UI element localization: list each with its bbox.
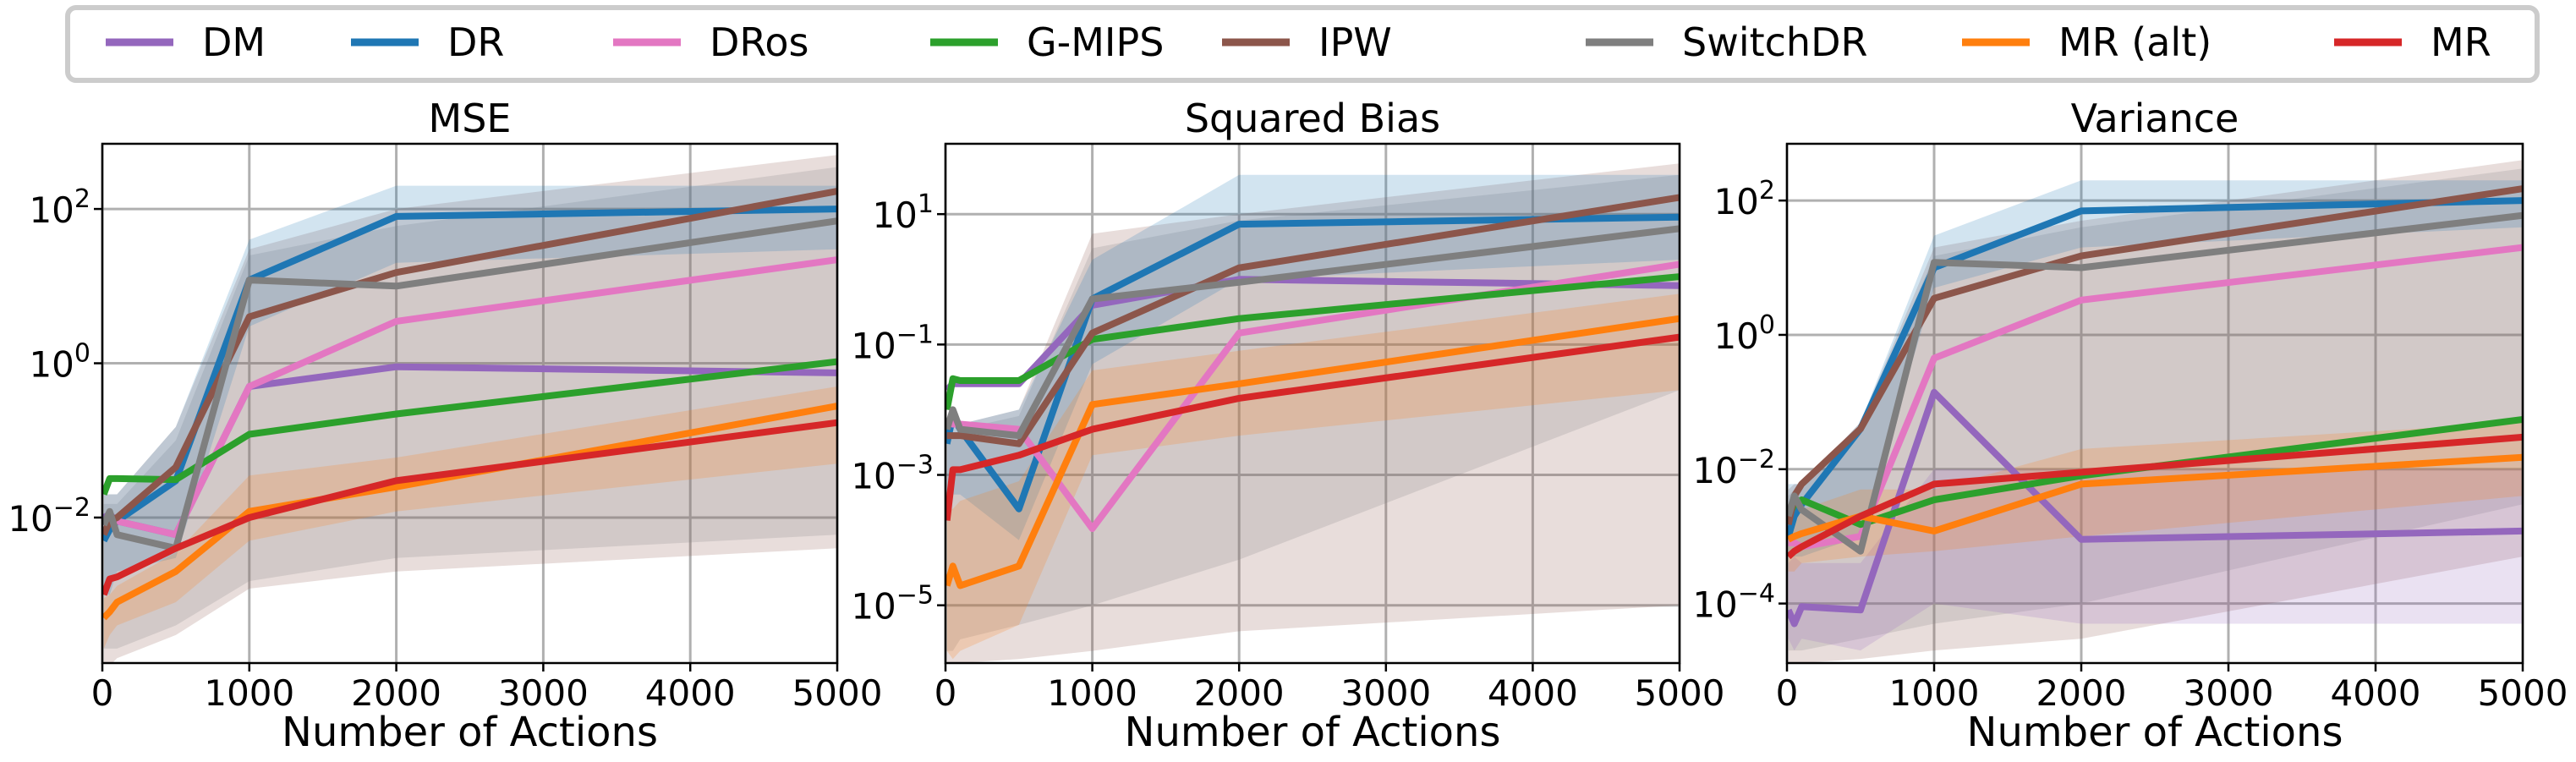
x-axis-label: Number of Actions (1967, 709, 2343, 756)
x-tick-label: 3000 (498, 672, 589, 714)
confidence-band (1788, 469, 2523, 651)
x-tick-label: 2000 (1194, 672, 1285, 714)
legend-label-g-mips: G-MIPS (1027, 19, 1164, 65)
x-tick-label: 2000 (2036, 672, 2127, 714)
series-line-mr (1787, 433, 2523, 560)
y-tick-label: 10−2 (1692, 445, 1775, 491)
x-tick-label: 0 (1776, 672, 1799, 714)
legend: DM DR DRos G-MIPS IPW SwitchDR MR (alt) MR (65, 5, 2540, 83)
x-tick-label: 4000 (1488, 672, 1578, 714)
confidence-band (946, 293, 1680, 660)
x-axis-label: Number of Actions (1125, 709, 1501, 756)
series-line-dm (1787, 388, 2523, 628)
x-tick-label: 4000 (645, 672, 736, 714)
y-tick-label: 100 (29, 339, 90, 386)
x-tick-label: 5000 (2478, 672, 2568, 714)
x-tick-label: 3000 (1340, 672, 1431, 714)
panel-variance: 0 1000 2000 3000 4000 5000 10−4 10−2 100 102 Varia… (1692, 96, 2568, 756)
panel-title: MSE (429, 96, 512, 141)
series-line-ipw (946, 194, 1680, 447)
x-tick-label: 5000 (792, 672, 883, 714)
x-axis-label: Number of Actions (282, 709, 658, 756)
series-line-mr-alt (102, 403, 837, 621)
series-line-dros (1788, 244, 2523, 551)
axes-frame (1785, 142, 2524, 665)
axes-frame (944, 142, 1681, 665)
x-tick-label: 0 (934, 672, 957, 714)
plot-area (945, 163, 1680, 663)
panel-title: Squared Bias (1185, 96, 1440, 141)
series-line-mr (102, 419, 837, 596)
series-line-g-mips (945, 273, 1680, 411)
x-tick-label: 0 (91, 672, 114, 714)
y-tick-label: 102 (29, 184, 90, 231)
legend-label-dros: DRos (710, 19, 808, 65)
panel-mse: 0 1000 2000 3000 4000 5000 10−2 100 102 MSE Number… (8, 96, 882, 756)
confidence-band (103, 386, 837, 649)
x-tick-label: 1000 (1889, 672, 1980, 714)
legend-label-ipw: IPW (1318, 19, 1392, 65)
x-tick-label: 1000 (1047, 672, 1137, 714)
confidence-band (946, 163, 1680, 663)
x-tick-label: 4000 (2331, 672, 2421, 714)
x-tick-label: 2000 (351, 672, 441, 714)
series-line-mr (945, 333, 1680, 521)
panel-title: Variance (2071, 96, 2239, 141)
axes-frame (101, 142, 839, 665)
legend-label-mr-alt: MR (alt) (2058, 19, 2212, 65)
x-tick-label: 1000 (204, 672, 294, 714)
panel-squared-bias: 0 1000 2000 3000 4000 5000 10−5 10−3 10−1 101 Squa… (851, 96, 1724, 756)
plot-area (102, 155, 837, 663)
y-tick-label: 10−3 (851, 451, 934, 497)
legend-label-switchdr: SwitchDR (1682, 19, 1867, 65)
legend-label-dr: DR (447, 19, 504, 65)
series-line-switchdr (1787, 211, 2523, 555)
series-line-g-mips (102, 358, 837, 496)
confidence-band (946, 174, 1680, 540)
confidence-band (1788, 422, 2523, 572)
y-tick-label: 100 (1713, 310, 1775, 357)
confidence-band (1788, 180, 2523, 557)
legend-label-mr: MR (2431, 19, 2491, 65)
y-tick-label: 101 (872, 189, 934, 236)
y-tick-label: 10−5 (851, 581, 934, 628)
series-line-mr-alt (945, 315, 1680, 589)
confidence-band (103, 185, 837, 595)
legend-label-dm: DM (202, 19, 266, 65)
y-tick-label: 10−4 (1692, 579, 1775, 626)
x-tick-label: 5000 (1635, 672, 1725, 714)
plot-area (1787, 160, 2523, 663)
y-tick-label: 10−1 (851, 320, 934, 366)
x-tick-label: 3000 (2184, 672, 2274, 714)
legend-box (65, 5, 2540, 83)
y-tick-label: 10−2 (8, 493, 90, 540)
y-tick-label: 102 (1713, 176, 1775, 222)
series-line-switchdr (945, 225, 1680, 440)
